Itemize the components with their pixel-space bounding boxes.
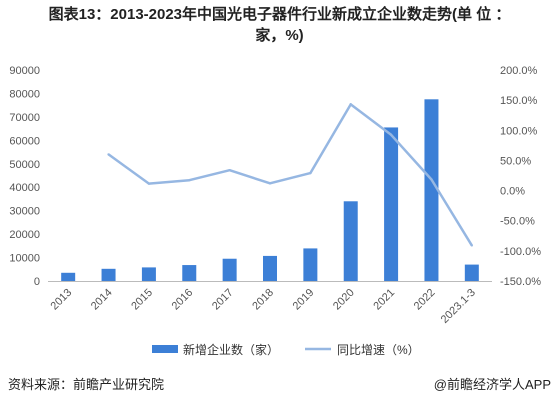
x-tick-label: 2018 xyxy=(250,287,276,313)
x-tick-label: 2021 xyxy=(371,287,397,313)
bar-new-companies xyxy=(263,255,277,281)
y-left-tick-label: 10000 xyxy=(9,253,40,265)
y-left-tick-label: 90000 xyxy=(9,65,40,77)
bar-new-companies xyxy=(464,264,479,281)
y-left-tick-label: 50000 xyxy=(9,159,40,171)
chart-title: 图表13：2013-2023年中国光电子器件行业新成立企业数走势(单 位 ： 家… xyxy=(0,4,559,46)
line-point xyxy=(228,168,231,172)
bar-new-companies xyxy=(384,127,399,281)
y-right-tick-label: 0.0% xyxy=(500,186,525,198)
x-tick-label: 2022 xyxy=(412,287,438,313)
y-left-tick-label: 0 xyxy=(34,276,40,288)
source-note: 资料来源：前瞻产业研究院 xyxy=(8,377,165,392)
x-tick-label: 2013 xyxy=(49,287,75,313)
line-point xyxy=(430,178,433,181)
chart-title-line-1: 图表13：2013-2023年中国光电子器件行业新成立企业数走势(单 位 ： xyxy=(48,6,511,23)
chart-title-line-2: 家，%) xyxy=(255,27,304,44)
line-point xyxy=(389,133,393,137)
y-left-tick-label: 60000 xyxy=(9,135,40,147)
y-right-tick-label: 50.0% xyxy=(500,155,531,167)
x-tick-label: 2016 xyxy=(170,287,196,313)
x-tick-label: 2020 xyxy=(331,287,357,313)
line-point xyxy=(107,153,110,156)
x-tick-label: 2019 xyxy=(291,287,317,313)
line-point xyxy=(309,171,312,175)
x-tick-label: 2017 xyxy=(210,287,236,313)
legend-bar-swatch xyxy=(152,345,178,353)
legend-line-label: 同比增速（%） xyxy=(337,343,420,357)
app-credit: @前瞻经济学人APP xyxy=(433,377,551,392)
line-yoy-growth xyxy=(107,103,473,247)
y-left-tick-label: 20000 xyxy=(9,229,40,241)
legend-bar-label: 新增企业数（家） xyxy=(183,342,279,357)
y-right-tick-label: 100.0% xyxy=(500,125,538,137)
bar-new-companies xyxy=(303,248,318,281)
y-right-tick-label: 200.0% xyxy=(500,65,538,77)
y-right-tick-label: -50.0% xyxy=(500,216,535,228)
line-point xyxy=(268,182,272,185)
bar-new-companies xyxy=(101,268,116,281)
y-left-tick-label: 40000 xyxy=(9,182,40,194)
y-right-tick-label: 150.0% xyxy=(500,95,538,107)
y-left-tick-label: 80000 xyxy=(9,88,40,100)
line-point xyxy=(188,179,191,182)
x-tick-label: 2015 xyxy=(129,287,155,313)
line-point xyxy=(147,182,151,185)
y-left-tick-label: 70000 xyxy=(9,112,40,124)
bar-new-companies xyxy=(182,265,197,281)
bar-new-companies xyxy=(424,99,439,281)
bar-new-companies xyxy=(61,272,76,281)
y-right-tick-label: -100.0% xyxy=(500,246,541,258)
bar-new-companies xyxy=(222,258,237,281)
x-tick-label: 2023.1-3 xyxy=(439,287,478,326)
x-tick-label: 2014 xyxy=(89,287,115,313)
line-point xyxy=(349,103,352,106)
y-right-tick-label: -150.0% xyxy=(500,276,541,288)
bar-new-companies xyxy=(343,201,358,281)
bar-new-companies xyxy=(141,267,156,281)
line-point xyxy=(470,244,474,247)
y-left-tick-label: 30000 xyxy=(9,206,40,218)
